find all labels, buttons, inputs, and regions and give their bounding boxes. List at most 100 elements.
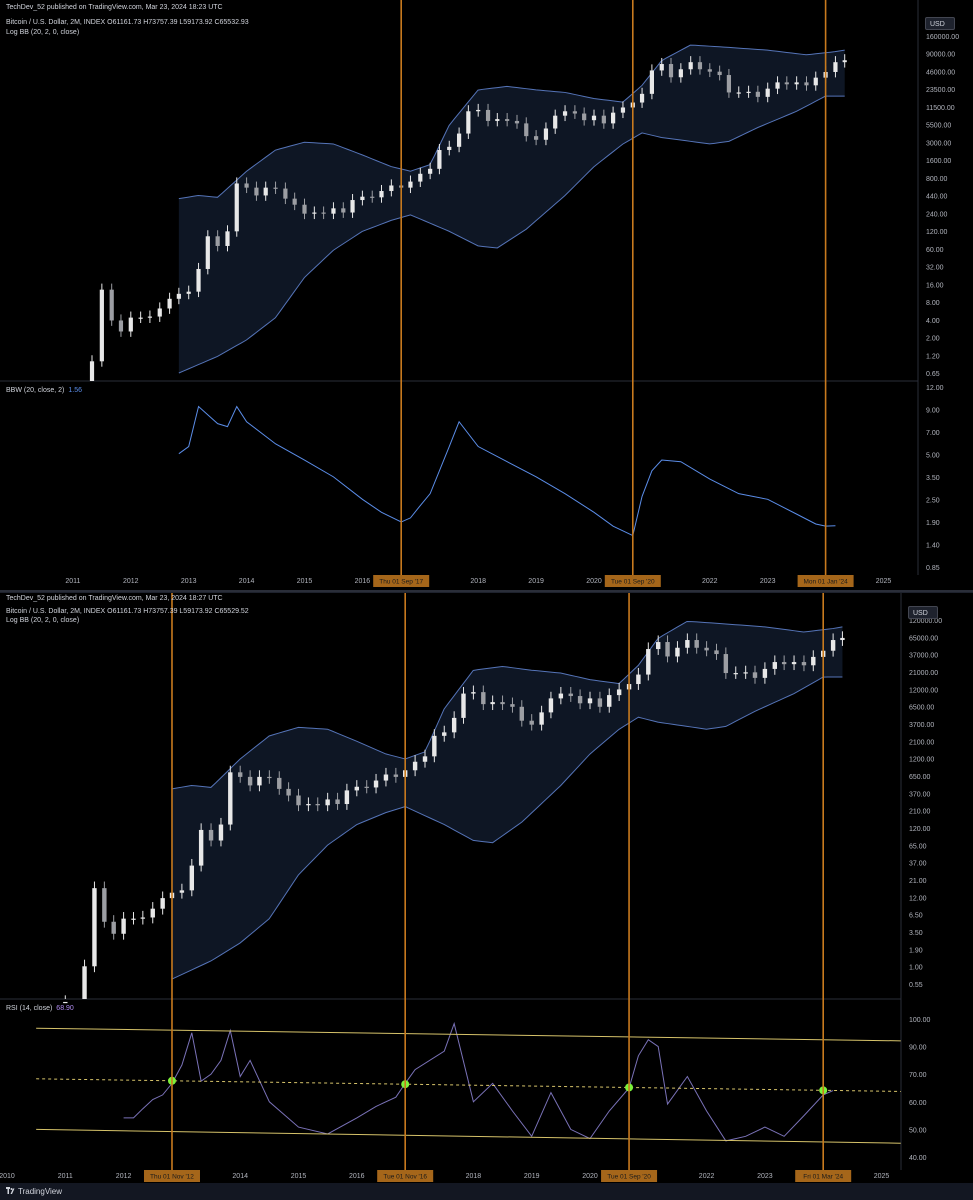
candle-body bbox=[755, 91, 760, 97]
candle-body bbox=[109, 289, 114, 321]
candle-body bbox=[639, 93, 645, 103]
price-tick-label: 210.00 bbox=[909, 809, 931, 816]
candle-body bbox=[218, 824, 224, 841]
price-tick-label: 1200.00 bbox=[909, 757, 934, 764]
price-tick-label: 37.00 bbox=[909, 861, 927, 868]
price-tick-label: 16.00 bbox=[926, 282, 944, 289]
candle-body bbox=[607, 695, 612, 707]
marker-date-badge bbox=[795, 1170, 852, 1182]
candle-body bbox=[447, 146, 452, 151]
marker-date-badge bbox=[601, 1170, 658, 1182]
time-tick-label: 2014 bbox=[239, 578, 255, 585]
time-tick-label: 2016 bbox=[355, 578, 371, 585]
ohlc-values: O61161.73 H73757.39 L59173.92 C65529.52 bbox=[107, 608, 249, 615]
bollinger-upper-line bbox=[178, 44, 845, 200]
candle-body bbox=[456, 133, 462, 147]
time-tick-label: 2012 bbox=[123, 578, 139, 585]
candle-body bbox=[811, 656, 816, 666]
price-tick-label: 120000.00 bbox=[909, 618, 942, 625]
candle-body bbox=[775, 82, 780, 89]
time-tick-label: 2025 bbox=[874, 1173, 890, 1180]
indicator-tick-label: 0.85 bbox=[926, 565, 940, 572]
currency-button[interactable]: USD bbox=[908, 606, 938, 619]
price-tick-label: 1600.00 bbox=[926, 158, 951, 165]
candle-body bbox=[286, 788, 291, 796]
indicator-tick-label: 2.50 bbox=[926, 498, 940, 505]
chart-panel-bottom[interactable]: 120000.00 65000.00 37000.00 21000.00 12000.0… bbox=[0, 593, 973, 1183]
candle-body bbox=[393, 774, 399, 777]
candle-body bbox=[238, 772, 243, 777]
chart-canvas-bottom[interactable]: 120000.00 65000.00 37000.00 21000.00 12000.0… bbox=[0, 593, 973, 1183]
candle-body bbox=[781, 662, 787, 665]
price-tick-label: 46000.00 bbox=[926, 69, 955, 76]
indicator-tick-label: 9.00 bbox=[926, 408, 940, 415]
time-tick-label: 2025 bbox=[876, 578, 892, 585]
chart-panel-top[interactable]: 160000.00 90000.00 46000.00 23500.00 11500.0… bbox=[0, 0, 973, 592]
candle-body bbox=[476, 109, 481, 112]
candle-body bbox=[678, 69, 683, 78]
indicator-label: BBW (20, close, 2) 1.56 bbox=[6, 387, 82, 394]
time-tick-label: 2018 bbox=[466, 1173, 482, 1180]
price-tick-label: 11500.00 bbox=[926, 105, 955, 112]
candle-body bbox=[646, 649, 651, 675]
channel-upper-line bbox=[36, 1027, 901, 1042]
candle-body bbox=[636, 674, 641, 685]
indicator-line bbox=[178, 405, 836, 537]
candle-body bbox=[675, 647, 680, 657]
marker-date-badge bbox=[797, 575, 854, 587]
candle-body bbox=[111, 921, 116, 934]
bollinger-upper-line bbox=[171, 620, 843, 790]
marker-date-label: Thu 01 Sep '17 bbox=[379, 579, 423, 586]
indicator-line bbox=[123, 1021, 834, 1142]
candle-body bbox=[254, 187, 259, 196]
chart-canvas-top[interactable]: 160000.00 90000.00 46000.00 23500.00 11500.0… bbox=[0, 0, 973, 590]
symbol-title: Bitcoin / U.S. Dollar, 2M, INDEX bbox=[6, 19, 106, 26]
indicator-tick-label: 70.00 bbox=[909, 1072, 927, 1079]
time-tick-label: 2022 bbox=[702, 578, 718, 585]
candle-body bbox=[189, 865, 195, 891]
price-tick-label: 3000.00 bbox=[926, 140, 951, 147]
price-tick-label: 65000.00 bbox=[909, 635, 938, 642]
indicator-tick-label: 100.00 bbox=[909, 1017, 931, 1024]
time-tick-label: 2020 bbox=[582, 1173, 598, 1180]
candle-body bbox=[577, 696, 583, 704]
candle-body bbox=[198, 829, 204, 866]
price-tick-label: 120.00 bbox=[926, 229, 948, 236]
candle-body bbox=[315, 804, 320, 806]
time-tick-label: 2013 bbox=[181, 578, 197, 585]
price-tick-label: 2.00 bbox=[926, 336, 940, 343]
currency-button[interactable]: USD bbox=[925, 17, 955, 30]
price-tick-label: 6500.00 bbox=[909, 705, 934, 712]
price-tick-label: 5500.00 bbox=[926, 123, 951, 130]
indicator-tick-label: 1.90 bbox=[926, 520, 940, 527]
candle-body bbox=[118, 320, 124, 332]
candle-body bbox=[597, 698, 603, 707]
candle-body bbox=[364, 786, 369, 788]
candle-body bbox=[140, 917, 146, 919]
candle-body bbox=[529, 720, 534, 725]
candle-body bbox=[331, 208, 336, 214]
candle-body bbox=[102, 888, 107, 922]
time-tick-label: 2014 bbox=[232, 1173, 248, 1180]
candle-body bbox=[82, 966, 87, 999]
channel-lower-line bbox=[36, 1128, 901, 1144]
candle-body bbox=[539, 712, 544, 725]
price-tick-label: 0.55 bbox=[909, 982, 923, 989]
candle-body bbox=[408, 181, 413, 188]
candle-body bbox=[208, 829, 214, 841]
indicator-tick-label: 40.00 bbox=[909, 1155, 927, 1162]
publisher-line: TechDev_52 published on TradingView.com,… bbox=[6, 4, 223, 11]
time-tick-label: 2023 bbox=[760, 578, 776, 585]
price-tick-label: 440.00 bbox=[926, 194, 948, 201]
candle-body bbox=[746, 91, 751, 93]
price-tick-label: 21.00 bbox=[909, 878, 927, 885]
price-tick-label: 3700.00 bbox=[909, 722, 934, 729]
candle-body bbox=[461, 693, 466, 718]
candle-body bbox=[611, 112, 616, 124]
indicator-tick-label: 90.00 bbox=[909, 1045, 927, 1052]
candle-body bbox=[422, 756, 428, 762]
candle-body bbox=[726, 75, 732, 93]
candle-body bbox=[160, 898, 165, 909]
candle-body bbox=[485, 109, 491, 121]
candle-body bbox=[234, 183, 239, 232]
